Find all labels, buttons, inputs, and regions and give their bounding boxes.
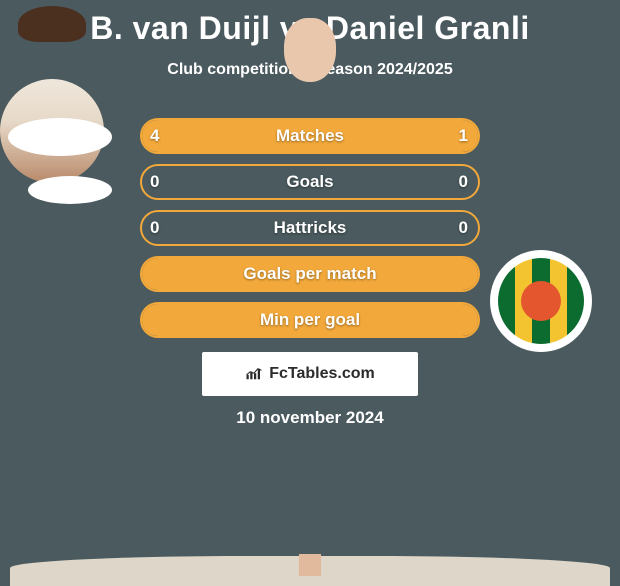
stat-bar-fill-right [411, 120, 478, 152]
stat-row: Matches41 [0, 118, 620, 154]
chart-icon [245, 367, 263, 381]
stat-row: Goals per match [0, 256, 620, 292]
stat-row: Goals00 [0, 164, 620, 200]
stat-bar-track [140, 256, 480, 292]
stat-bar-track [140, 210, 480, 246]
snapshot-date: 10 november 2024 [0, 408, 620, 428]
stat-bar-track [140, 164, 480, 200]
stat-row: Hattricks00 [0, 210, 620, 246]
stats-area: Matches41 Goals00 Hattricks00 Goals per mat… [0, 118, 620, 348]
stat-bar-fill-left [142, 120, 411, 152]
stat-row: Min per goal [0, 302, 620, 338]
attribution-text: FcTables.com [269, 365, 375, 383]
stat-bar-fill-left [142, 258, 478, 290]
attribution-badge: FcTables.com [202, 352, 418, 396]
stat-bar-fill-left [142, 304, 478, 336]
stat-bar-track [140, 118, 480, 154]
stat-bar-track [140, 302, 480, 338]
